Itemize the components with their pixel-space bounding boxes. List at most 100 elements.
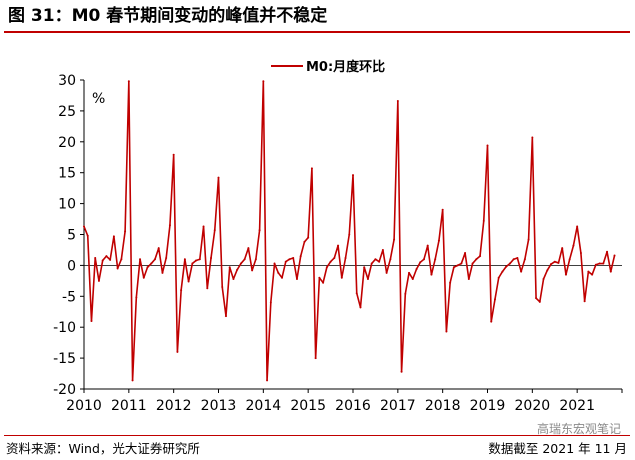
data-point [198,258,201,261]
data-point [464,252,467,255]
data-point [564,273,567,276]
data-point [254,258,257,261]
data-point [452,266,455,269]
y-tick-label: 20 [58,135,76,151]
data-point [101,259,104,262]
source-note: 资料来源：Wind，光大证券研究所 [6,441,200,456]
data-point [146,266,149,269]
x-tick-label: 2013 [201,398,237,414]
x-tick-label: 2019 [470,398,506,414]
chart-legend: M0:月度环比 [271,59,385,75]
data-point [437,239,440,242]
data-point [139,258,142,261]
data-point [307,236,310,239]
data-point [161,271,164,274]
data-point [400,370,403,373]
data-point [105,255,108,258]
data-point [550,263,553,266]
data-point [281,276,284,279]
data-point [598,262,601,265]
data-point [411,277,414,280]
data-point [531,136,534,139]
y-axis-ticks: -20 -15 -10 -5 0 5 10 15 20 25 30 [53,73,84,398]
data-point [490,320,493,323]
data-point [86,234,89,237]
data-point [479,255,482,258]
series-line-m0-mom [83,80,616,382]
data-point [591,273,594,276]
data-point [426,244,429,247]
data-point [131,379,134,382]
data-point [505,265,508,268]
data-point [142,276,145,279]
y-tick-label: -10 [53,320,76,336]
data-point [535,297,538,300]
data-point [538,300,541,303]
data-point [236,268,239,271]
data-point [329,260,332,263]
data-point [165,256,168,259]
data-point [520,270,523,273]
y-tick-label: -15 [53,351,76,367]
x-tick-label: 2011 [111,398,147,414]
data-point [561,247,564,250]
data-point [542,277,545,280]
x-tick-label: 2020 [515,398,551,414]
data-point [292,256,295,259]
x-tick-label: 2010 [66,398,102,414]
x-axis-ticks: 2010 2011 2012 2013 2014 2015 2016 2017 2018 2019… [66,389,623,414]
y-tick-label: 10 [58,197,76,213]
y-tick-label: 5 [67,228,76,244]
data-point [553,260,556,263]
data-point [602,262,605,265]
data-point [247,247,250,250]
data-point [195,259,198,262]
data-point [124,230,127,233]
y-tick-label: 30 [58,73,76,89]
data-point [314,357,317,360]
data-point [135,296,138,299]
data-point [333,256,336,259]
data-point [471,262,474,265]
y-tick-label: -5 [62,289,76,305]
data-point [523,258,526,261]
data-point [127,80,130,83]
data-point [381,248,384,251]
y-tick-label: 25 [58,104,76,120]
x-tick-label: 2016 [335,398,371,414]
y-axis-unit-label: % [92,91,105,107]
data-point [587,270,590,273]
data-point [501,270,504,273]
data-point [116,267,119,270]
x-tick-label: 2018 [425,398,461,414]
legend-label: M0:月度环比 [306,59,385,75]
data-point [497,276,500,279]
data-point [224,315,227,318]
data-point [153,258,156,261]
data-point [243,258,246,261]
title-divider [4,31,630,33]
data-point [232,277,235,280]
data-point [94,256,97,259]
data-point [389,258,392,261]
watermark-text: 高瑞东宏观笔记 [536,422,621,436]
data-point [419,261,422,264]
data-point [467,277,470,280]
data-point [606,250,609,253]
data-point [83,225,85,228]
data-point [180,289,183,292]
data-point [583,300,586,303]
data-point [449,281,452,284]
data-point [202,225,205,228]
data-point [295,277,298,280]
data-point [493,298,496,301]
data-point [112,235,115,238]
data-point [273,262,276,265]
data-point [385,271,388,274]
data-point [187,280,190,283]
data-point [258,229,261,232]
data-point [352,174,354,177]
data-point [251,269,254,272]
data-point [217,176,220,179]
data-point [512,258,515,261]
